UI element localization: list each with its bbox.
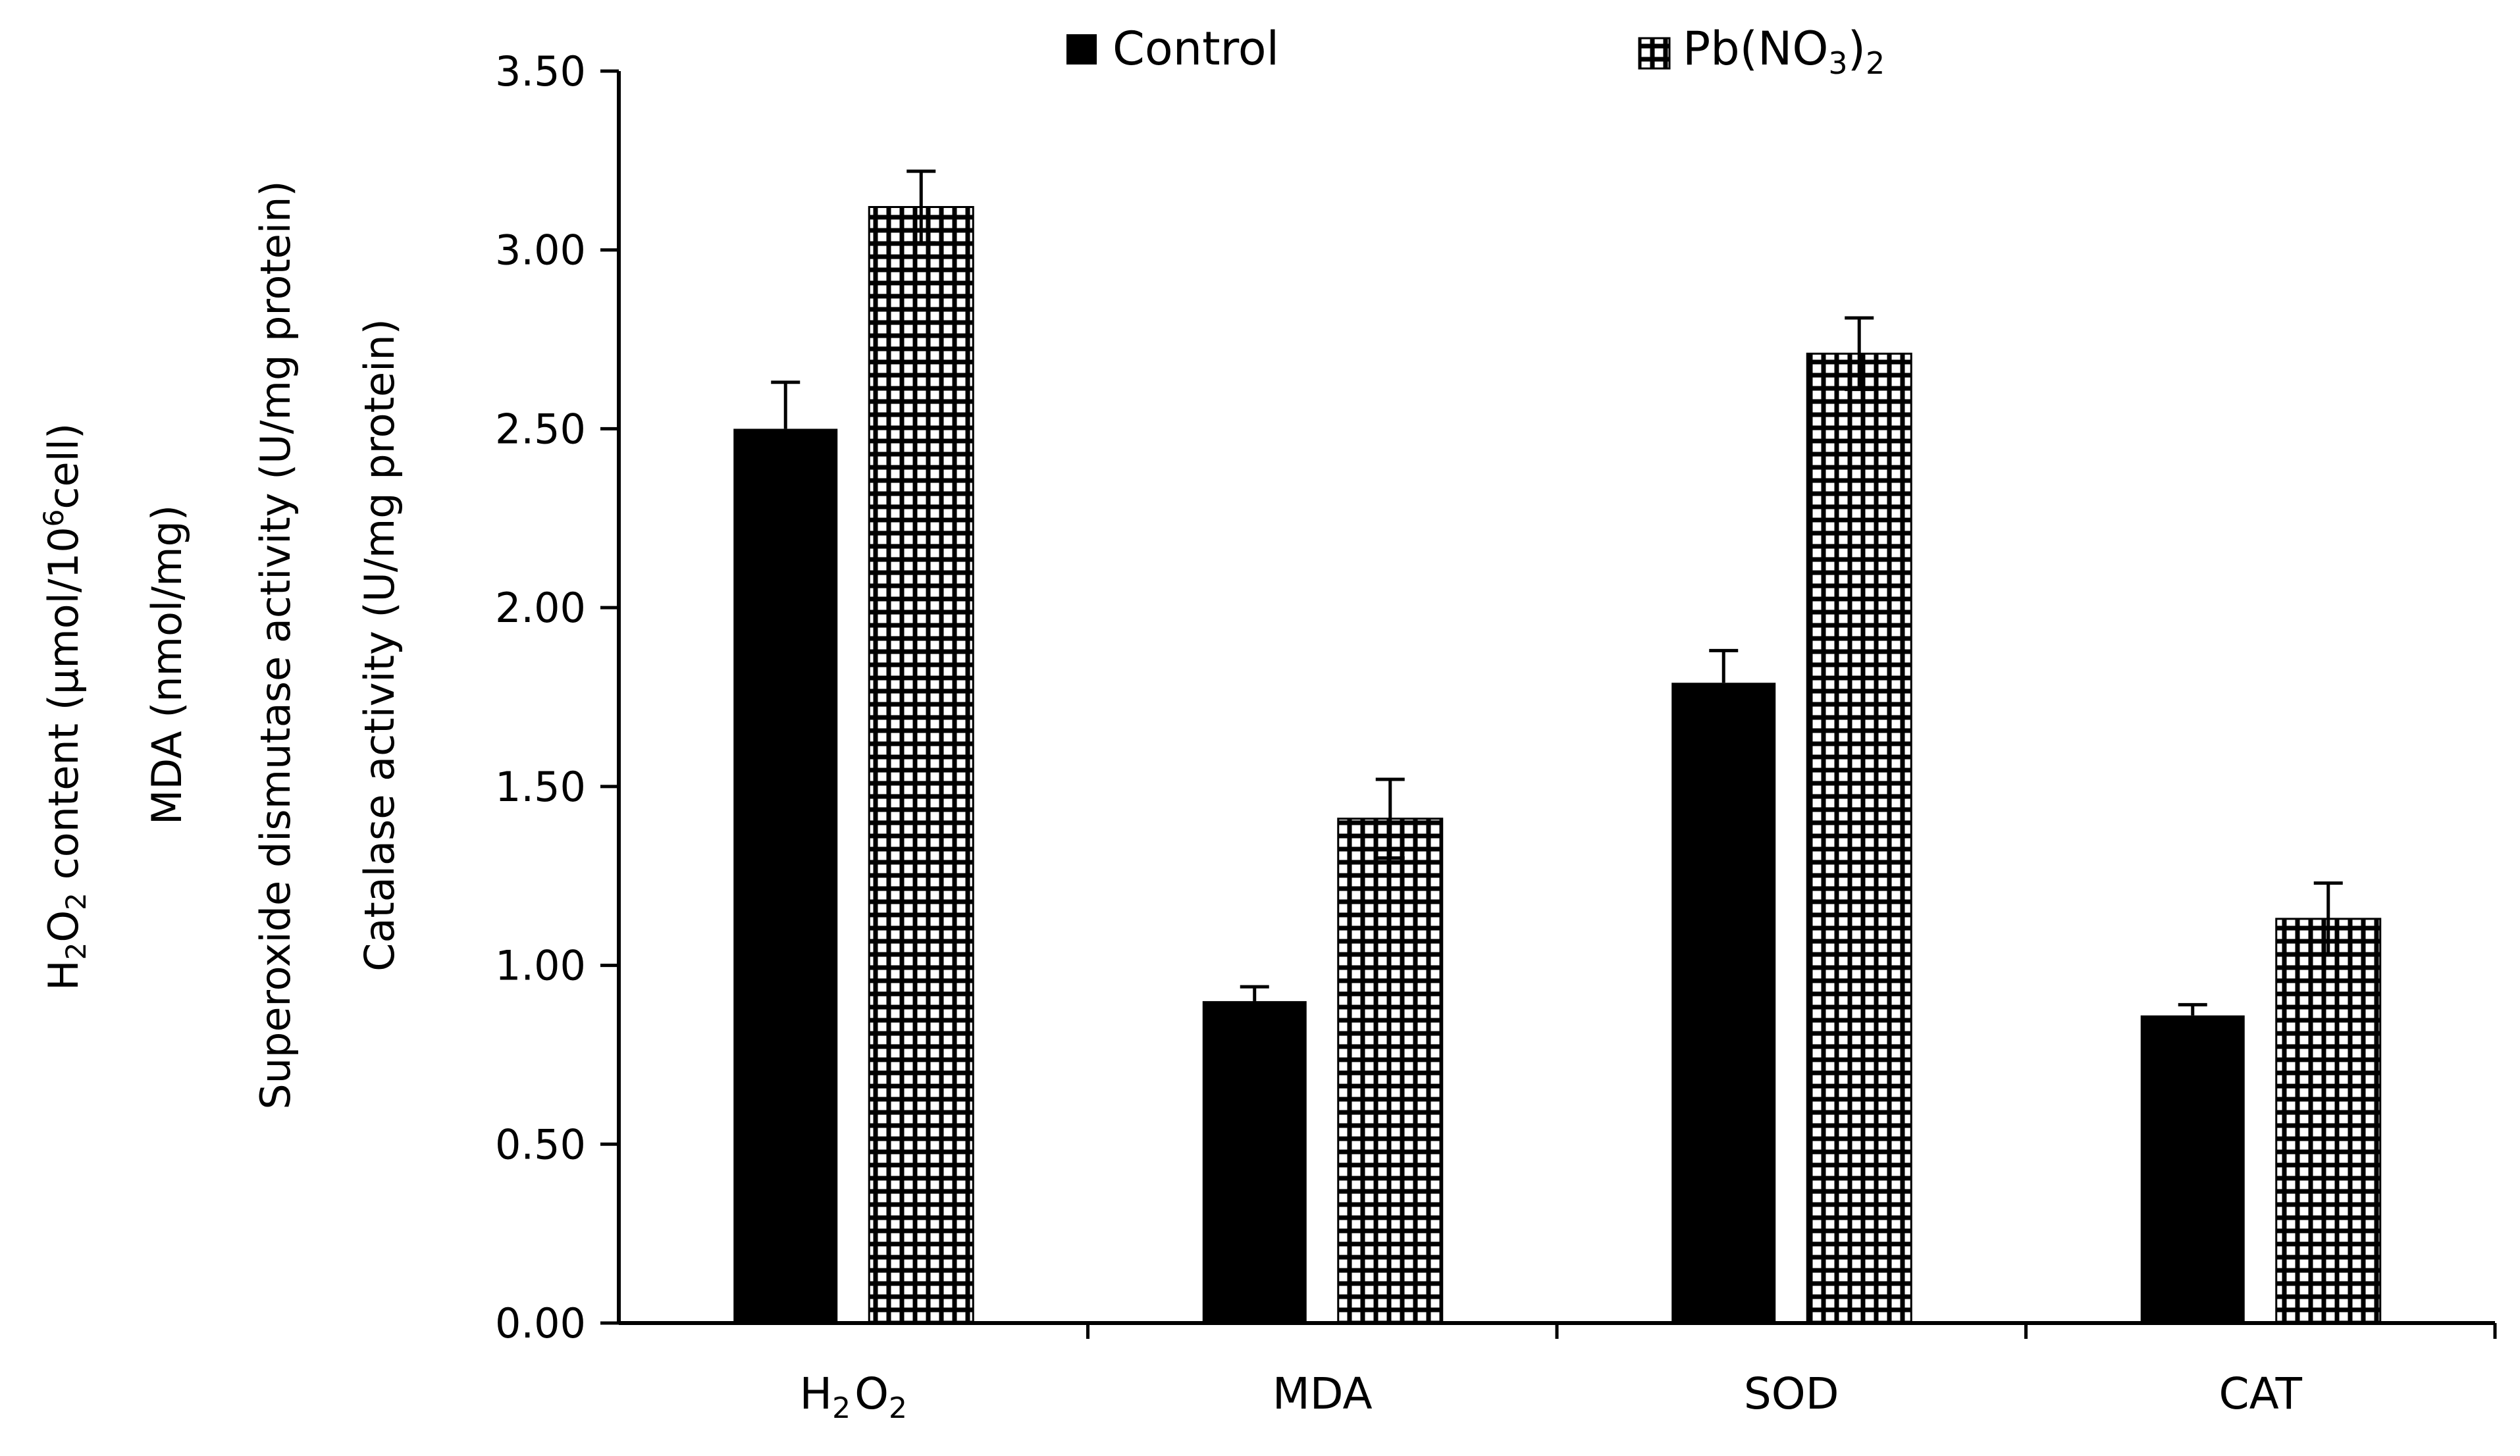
ylabel-h2o2-h: H (39, 960, 88, 991)
y-tick-label: 1.00 (495, 942, 586, 990)
category-label-h2o2-h: H (799, 1368, 832, 1419)
legend-swatch-treatment (1638, 37, 1671, 70)
category-label-h2o2-sub2: 2 (889, 1391, 907, 1425)
legend-label-control: Control (1113, 22, 1279, 76)
ylabel-h2o2-sub2: 2 (60, 893, 92, 910)
y-tick-label: 0.00 (495, 1299, 586, 1347)
error-bar-treatment-sod (1845, 316, 1874, 392)
y-tick-label: 3.50 (495, 47, 586, 95)
error-bar-control-mda (1240, 985, 1269, 1001)
category-label-h2o2-sub1: 2 (832, 1391, 851, 1425)
error-bar-treatment-h2o2 (906, 169, 936, 245)
bar-treatment-h2o2 (868, 206, 974, 1324)
legend-treatment-sub1: 3 (1828, 45, 1847, 81)
ylabel-h2o2-tail: cell) (39, 423, 88, 509)
bars (733, 169, 2382, 1324)
bar-control-cat (2140, 1015, 2245, 1323)
category-label-sod: SOD (1744, 1368, 1839, 1419)
category-label-h2o2-o: O (854, 1368, 889, 1419)
legend-treatment-mid: ) (1848, 22, 1866, 76)
y-tick-label: 2.00 (495, 584, 586, 632)
legend-swatch-control (1066, 34, 1097, 65)
error-bar-control-h2o2 (771, 380, 801, 429)
bar-treatment-cat (2275, 918, 2382, 1324)
ylabel-h2o2-sup: 6 (38, 509, 70, 527)
category-label-h2o2: H2O2 (799, 1368, 907, 1425)
error-bar-treatment-cat (2313, 881, 2343, 956)
ylabel-h2o2-rest: content (µmol/10 (39, 527, 88, 893)
legend-treatment-sub2: 2 (1866, 45, 1885, 81)
error-bar-control-cat (2178, 1002, 2207, 1016)
legend-treatment-prefix: Pb(NO (1683, 22, 1828, 76)
y-tick-label: 3.00 (495, 226, 586, 274)
ylabel-h2o2-o: O (39, 910, 88, 943)
y-tick-label: 0.50 (495, 1120, 586, 1168)
bar-treatment-sod (1806, 352, 1912, 1324)
category-label-cat: CAT (2219, 1368, 2303, 1419)
error-bar-control-sod (1709, 648, 1739, 683)
ylabel-mda: MDA (nmol/mg) (143, 505, 191, 825)
category-label-mda: MDA (1273, 1368, 1373, 1419)
bar-treatment-mda (1337, 818, 1444, 1324)
y-axis-ticks: 0.00 0.50 1.00 1.50 2.00 2.50 3.00 3.50 (495, 47, 619, 1347)
bar-control-h2o2 (733, 429, 838, 1323)
bar-control-sod (1671, 683, 1776, 1323)
x-axis-category-labels: H2O2 MDA SOD CAT (799, 1368, 2302, 1425)
ylabel-h2o2: H2O2 content (µmol/106cell) (38, 423, 92, 991)
ylabel-h2o2-sub1: 2 (60, 943, 92, 960)
y-axis-labels: H2O2 content (µmol/106cell) MDA (nmol/mg… (38, 180, 404, 1109)
legend: Control Pb(NO3)2 (1066, 22, 1885, 81)
bar-control-mda (1202, 1001, 1307, 1323)
error-bar-treatment-mda (1375, 777, 1405, 860)
legend-label-treatment: Pb(NO3)2 (1683, 22, 1885, 81)
ylabel-cat: Catalase activity (U/mg protein) (355, 319, 404, 972)
x-axis-ticks (1086, 1323, 2497, 1339)
y-tick-label: 2.50 (495, 405, 586, 453)
y-tick-label: 1.50 (495, 763, 586, 811)
ylabel-sod: Superoxide dismutase activity (U/mg prot… (251, 180, 300, 1109)
